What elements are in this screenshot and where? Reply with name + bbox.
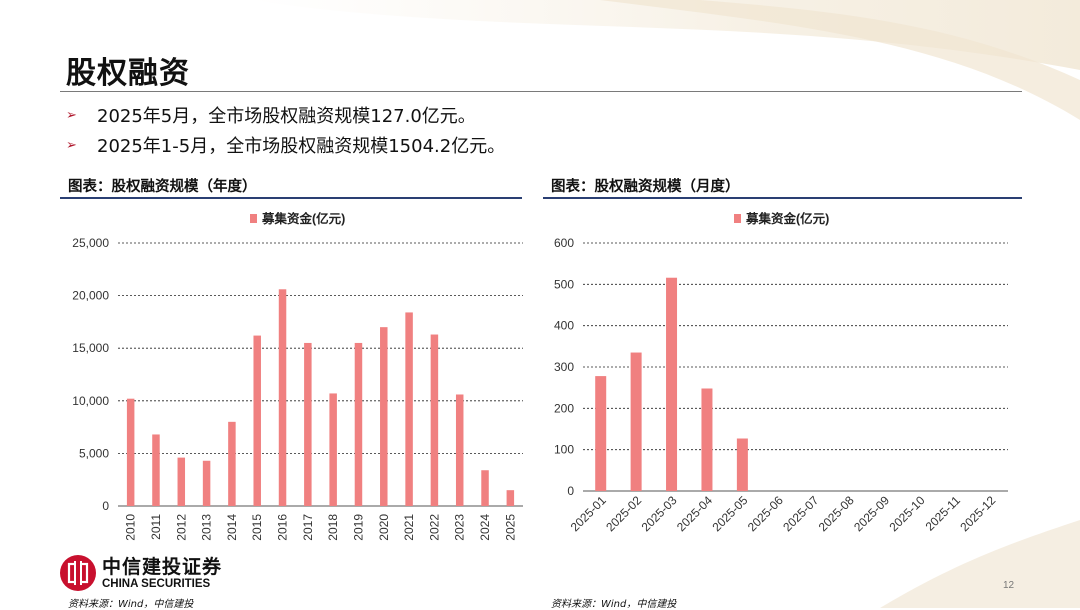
page-number: 12 bbox=[1003, 580, 1015, 591]
x-tick-label: 2016 bbox=[276, 514, 290, 541]
y-tick-label: 20,000 bbox=[72, 289, 109, 303]
bar bbox=[152, 434, 160, 506]
x-tick-label: 2011 bbox=[149, 514, 163, 540]
bullet-item: ➢ 2025年1-5月，全市场股权融资规模1504.2亿元。 bbox=[66, 130, 505, 160]
x-tick-label: 2012 bbox=[174, 514, 188, 541]
bullet-text: 2025年5月，全市场股权融资规模127.0亿元。 bbox=[97, 106, 476, 127]
x-tick-label: 2022 bbox=[427, 514, 441, 541]
bar bbox=[506, 490, 515, 506]
x-tick-label: 2023 bbox=[453, 514, 467, 541]
slide-title: 股权融资 bbox=[66, 56, 190, 91]
source-note-left: 资料来源：Wind，中信建投 bbox=[68, 599, 194, 610]
bullet-list: ➢ 2025年5月，全市场股权融资规模127.0亿元。 ➢ 2025年1-5月，… bbox=[66, 100, 505, 160]
x-tick-label: 2017 bbox=[301, 514, 315, 541]
x-tick-label: 2019 bbox=[351, 514, 365, 541]
x-tick-label: 2010 bbox=[124, 514, 138, 541]
bar bbox=[304, 342, 312, 506]
x-tick-label: 2018 bbox=[326, 514, 340, 541]
bar bbox=[253, 335, 261, 506]
bar bbox=[177, 457, 186, 506]
bar bbox=[329, 393, 337, 506]
bar bbox=[202, 460, 211, 506]
arrow-bullet-icon: ➢ bbox=[66, 137, 77, 153]
chart-heading-rule-annual bbox=[60, 197, 522, 199]
bar bbox=[228, 421, 236, 506]
arrow-bullet-icon: ➢ bbox=[66, 107, 77, 123]
y-tick-label: 25,000 bbox=[72, 236, 109, 250]
x-tick-label: 2025 bbox=[503, 514, 517, 541]
y-tick-label: 5,000 bbox=[79, 446, 109, 460]
bullet-item: ➢ 2025年5月，全市场股权融资规模127.0亿元。 bbox=[66, 100, 505, 130]
logo-text-en: CHINA SECURITIES bbox=[102, 578, 211, 590]
chart-heading-annual: 图表：股权融资规模（年度） bbox=[68, 178, 257, 195]
x-tick-label: 2024 bbox=[478, 514, 492, 541]
chart-heading-rule-monthly bbox=[543, 197, 1022, 199]
x-tick-label: 2020 bbox=[377, 514, 391, 541]
legend-swatch bbox=[250, 214, 257, 223]
bar bbox=[405, 312, 413, 506]
bar bbox=[481, 470, 489, 506]
x-tick-label: 2021 bbox=[402, 514, 416, 541]
citic-logo-icon bbox=[60, 555, 96, 591]
title-divider bbox=[60, 91, 1022, 92]
y-tick-label: 15,000 bbox=[72, 341, 109, 355]
bar bbox=[354, 342, 363, 506]
y-tick-label: 10,000 bbox=[72, 394, 109, 408]
x-tick-label: 2015 bbox=[250, 514, 264, 541]
company-logo: 中信建投证券 CHINA SECURITIES bbox=[58, 551, 248, 595]
x-tick-label: 2014 bbox=[225, 514, 239, 541]
x-tick-label: 2013 bbox=[200, 514, 214, 541]
bar bbox=[278, 289, 287, 506]
source-note-right: 资料来源：Wind，中信建投 bbox=[551, 599, 677, 610]
bullet-text: 2025年1-5月，全市场股权融资规模1504.2亿元。 bbox=[97, 136, 506, 157]
chart-heading-monthly: 图表：股权融资规模（月度） bbox=[551, 178, 740, 195]
bar bbox=[380, 327, 388, 506]
bar bbox=[126, 398, 135, 506]
bar bbox=[430, 334, 439, 506]
bar bbox=[455, 394, 464, 506]
y-tick-label: 0 bbox=[102, 499, 109, 513]
legend-label: 募集资金(亿元) bbox=[261, 211, 345, 226]
logo-text-cn: 中信建投证券 bbox=[102, 556, 223, 578]
